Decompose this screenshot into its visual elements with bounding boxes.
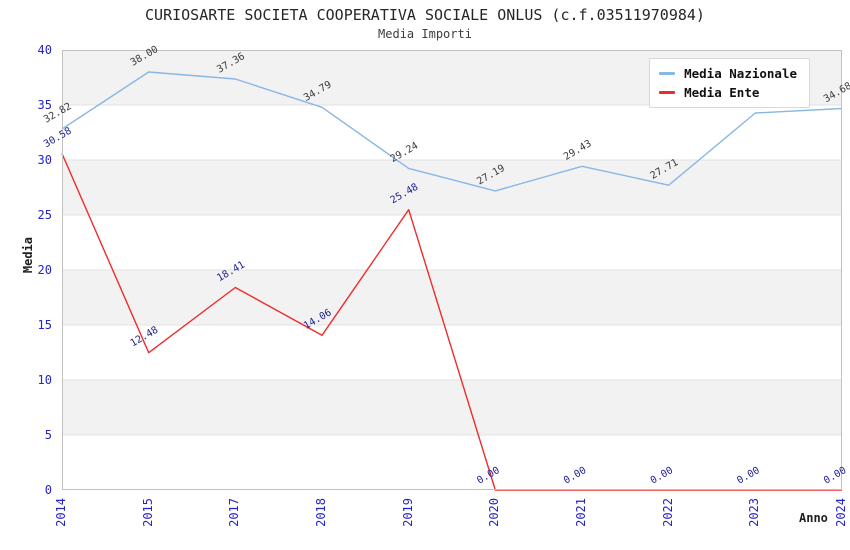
- plot-border: [62, 50, 842, 490]
- x-tick-label: 2017: [227, 498, 242, 527]
- legend-item: Media Nazionale: [659, 64, 797, 83]
- data-point-label: 0.00: [562, 465, 588, 487]
- data-point-label: 0.00: [822, 465, 848, 487]
- y-tick-label: 0: [44, 483, 52, 497]
- x-tick-label: 2015: [140, 498, 155, 527]
- y-tick-label: 10: [37, 373, 52, 387]
- x-tick-label: 2014: [54, 498, 68, 527]
- band-stripe: [62, 270, 842, 325]
- x-tick-label: 2018: [314, 498, 328, 527]
- legend: Media Nazionale Media Ente: [649, 58, 810, 108]
- legend-swatch-line: [659, 91, 676, 94]
- y-tick-label: 15: [37, 318, 52, 332]
- y-tick-label: 30: [37, 153, 52, 167]
- x-tick-label: 2021: [574, 498, 588, 527]
- y-tick-label: 20: [37, 263, 52, 277]
- plot-area: 32.82 38.00 37.36 34.79 29.24 27.19 29.43 27.71…: [42, 44, 850, 491]
- data-point-label: 0.00: [735, 465, 761, 487]
- data-point-label: 0.00: [649, 465, 675, 487]
- band-stripe: [62, 380, 842, 435]
- legend-item: Media Ente: [659, 83, 797, 102]
- x-axis-title: Anno: [799, 511, 828, 525]
- x-tick-label: 2020: [487, 498, 502, 527]
- chart-title: CURIOSARTE SOCIETA COOPERATIVA SOCIALE O…: [145, 6, 705, 24]
- chart-subtitle: Media Importi: [378, 27, 472, 41]
- y-tick-label: 5: [44, 428, 52, 442]
- x-tick-label: 2019: [400, 498, 415, 527]
- x-tick-label: 2022: [660, 498, 675, 527]
- data-point-label: 30.58: [42, 126, 74, 151]
- y-tick-label: 35: [37, 98, 52, 112]
- legend-swatch-line: [659, 72, 676, 75]
- x-tick-label: 2023: [747, 498, 762, 527]
- band-stripe: [62, 160, 842, 215]
- legend-item-label: Media Ente: [684, 85, 760, 100]
- data-point-label: 12.48: [129, 325, 161, 350]
- y-tick-label: 40: [37, 43, 52, 57]
- y-tick-label: 25: [37, 208, 52, 222]
- legend-item-label: Media Nazionale: [684, 66, 797, 81]
- series-line: [61, 71, 843, 192]
- x-tick-label: 2024: [834, 498, 848, 527]
- data-point-label: 29.43: [562, 138, 594, 163]
